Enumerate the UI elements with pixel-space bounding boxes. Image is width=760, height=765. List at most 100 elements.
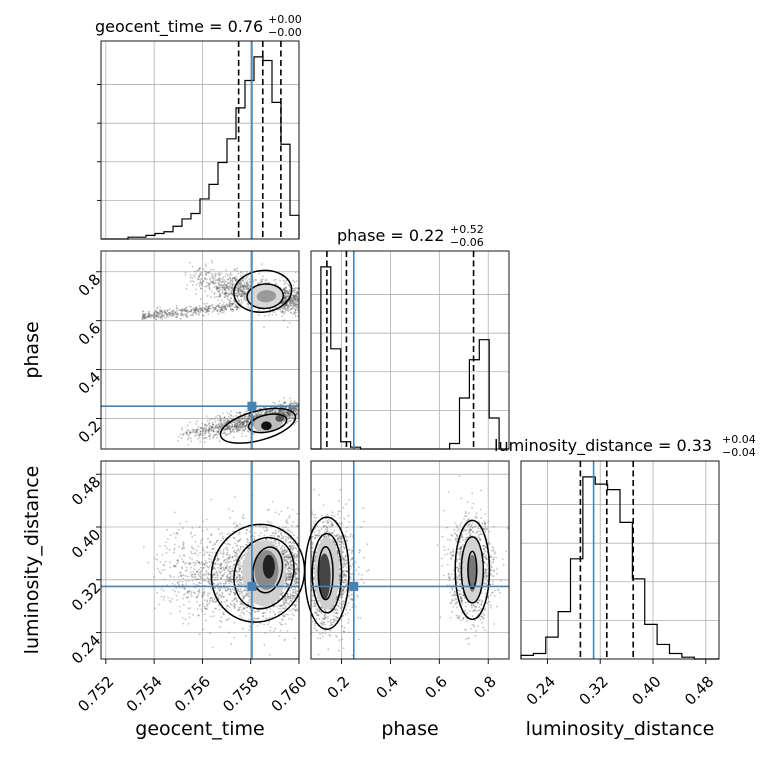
scatter-point [243, 285, 245, 287]
scatter-point [254, 532, 256, 534]
scatter-point [241, 557, 243, 559]
scatter-point [227, 274, 229, 276]
scatter-point [229, 413, 231, 415]
scatter-point [220, 420, 222, 422]
scatter-point [280, 533, 282, 535]
scatter-point [201, 610, 203, 612]
scatter-point [201, 568, 203, 570]
scatter-point [240, 558, 242, 560]
scatter-point [203, 307, 205, 309]
scatter-point [278, 544, 280, 546]
scatter-point [203, 629, 205, 631]
scatter-point [293, 290, 295, 292]
scatter-point [271, 410, 273, 412]
scatter-point [225, 276, 227, 278]
scatter-point [265, 617, 267, 619]
scatter-point [205, 424, 207, 426]
scatter-point [283, 319, 285, 321]
scatter-point [294, 297, 296, 299]
scatter-point [249, 285, 251, 287]
scatter-point [289, 603, 291, 605]
scatter-point [203, 268, 205, 270]
scatter-point [198, 546, 200, 548]
scatter-point [209, 632, 211, 634]
scatter-point [172, 312, 174, 314]
scatter-point [195, 584, 197, 586]
scatter-point [247, 431, 249, 433]
scatter-point [217, 578, 219, 580]
scatter-point [249, 608, 251, 610]
scatter-point [248, 601, 250, 603]
scatter-point [203, 578, 205, 580]
scatter-point [286, 283, 288, 285]
scatter-point [220, 307, 222, 309]
scatter-point [202, 554, 204, 556]
scatter-point [215, 608, 217, 610]
scatter-point [239, 289, 241, 291]
scatter-point [189, 422, 191, 424]
scatter-point [283, 554, 285, 556]
scatter-point [293, 521, 295, 523]
scatter-point [274, 403, 276, 405]
scatter-point [234, 622, 236, 624]
scatter-point [295, 588, 297, 590]
scatter-point [174, 544, 176, 546]
scatter-point [190, 274, 192, 276]
scatter-point [213, 279, 215, 281]
scatter-point [198, 268, 200, 270]
scatter-point [213, 574, 215, 576]
scatter-point [235, 304, 237, 306]
scatter-point [292, 598, 294, 600]
scatter-point [286, 600, 288, 602]
scatter-point [249, 281, 251, 283]
scatter-point [234, 542, 236, 544]
scatter-point [289, 398, 291, 400]
scatter-point [218, 563, 220, 565]
scatter-point [182, 587, 184, 589]
scatter-point [203, 588, 205, 590]
scatter-point [241, 295, 243, 297]
scatter-point [177, 559, 179, 561]
scatter-point [229, 287, 231, 289]
scatter-point [246, 278, 248, 280]
scatter-point [221, 285, 223, 287]
scatter-point [236, 420, 238, 422]
scatter-point [296, 412, 298, 414]
scatter-point [191, 536, 193, 538]
scatter-point [156, 308, 158, 310]
scatter-point [245, 300, 247, 302]
scatter-point [289, 601, 291, 603]
scatter-point [169, 312, 171, 314]
scatter-point [161, 588, 163, 590]
scatter-point [229, 274, 231, 276]
scatter-point [172, 315, 174, 317]
scatter-point [145, 317, 147, 319]
scatter-point [217, 567, 219, 569]
scatter-point [237, 541, 239, 543]
scatter-point [214, 421, 216, 423]
scatter-point [232, 282, 234, 284]
scatter-point [235, 552, 237, 554]
scatter-point [192, 314, 194, 316]
scatter-point [230, 297, 232, 299]
scatter-point [211, 273, 213, 275]
scatter-point [245, 411, 247, 413]
scatter-point [210, 296, 212, 298]
scatter-point [162, 313, 164, 315]
scatter-point [203, 548, 205, 550]
scatter-point [237, 418, 239, 420]
scatter-point [206, 529, 208, 531]
scatter-point [209, 600, 211, 602]
scatter-point [278, 608, 280, 610]
scatter-point [207, 595, 209, 597]
scatter-point [195, 423, 197, 425]
scatter-point [225, 562, 227, 564]
scatter-point [209, 288, 211, 290]
scatter-point [256, 413, 258, 415]
scatter-point [270, 626, 272, 628]
scatter-point [230, 643, 232, 645]
scatter-point [287, 603, 289, 605]
scatter-point [287, 507, 289, 509]
scatter-point [211, 418, 213, 420]
scatter-point [217, 434, 219, 436]
